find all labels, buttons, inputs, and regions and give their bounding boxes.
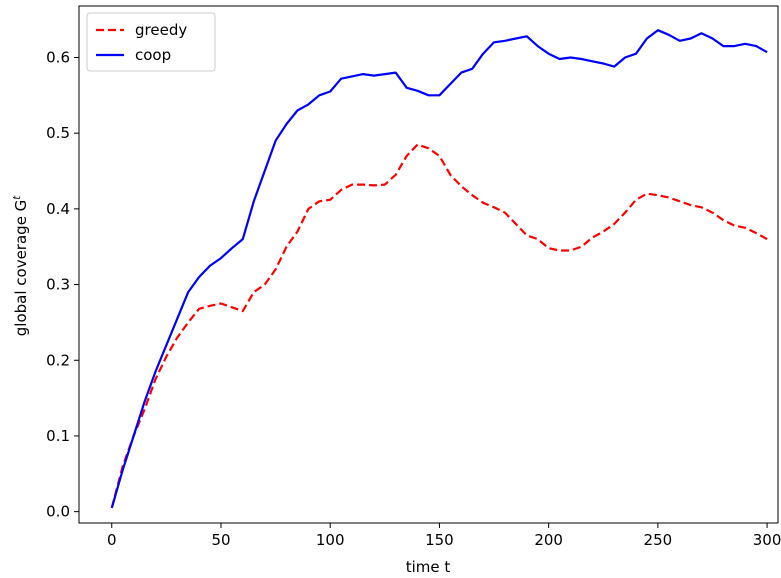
y-tick-label: 0.2 [46,351,70,369]
legend-label-greedy: greedy [135,21,187,39]
y-tick-label: 0.1 [46,427,70,445]
x-tick-label: 150 [425,531,454,549]
x-tick-label: 50 [211,531,230,549]
y-tick-label: 0.0 [46,503,70,521]
legend-label-coop: coop [135,46,171,64]
x-axis-label: time t [406,558,451,576]
plot-frame [78,5,779,524]
y-axis-ticks: 0.0 0.1 0.2 0.3 0.4 0.5 0.6 [46,48,79,521]
series-line-coop [110,29,768,509]
legend-box [86,12,216,72]
x-tick-label: 100 [316,531,345,549]
y-tick-label: 0.4 [46,200,70,218]
y-tick-label: 0.6 [46,48,70,66]
x-tick-label: 200 [534,531,563,549]
legend: greedy coop [86,12,216,72]
series-line-greedy [110,143,768,509]
x-tick-label: 0 [107,531,117,549]
x-tick-label: 300 [753,531,781,549]
x-axis-ticks: 0 50 100 150 200 250 300 [107,523,781,549]
plot-lines [110,29,768,509]
y-axis-label-superscript: t [12,195,23,200]
y-axis-label-text: global coverage G [12,200,30,337]
y-axis-label: global coverage Gt [12,195,30,337]
y-tick-label: 0.5 [46,124,70,142]
x-tick-label: 250 [644,531,673,549]
y-tick-label: 0.3 [46,276,70,294]
